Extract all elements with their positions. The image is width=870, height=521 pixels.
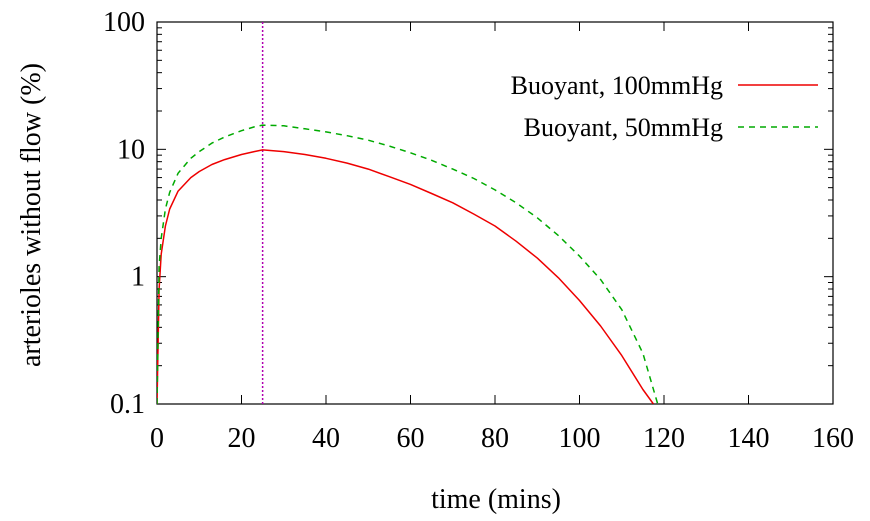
y-tick-label: 100 <box>103 7 145 38</box>
series-line <box>157 124 659 404</box>
series-layer <box>157 124 659 404</box>
y-tick-label: 1 <box>131 262 145 293</box>
x-tick-label: 100 <box>559 423 601 454</box>
x-tick-label: 160 <box>812 423 854 454</box>
tick-marks <box>156 21 834 405</box>
series-line <box>157 149 655 404</box>
y-tick-labels: 0.1 1 10 100 <box>103 7 145 420</box>
y-tick-label: 10 <box>117 134 145 165</box>
plot-border <box>156 21 834 405</box>
x-tick-label: 60 <box>397 423 425 454</box>
x-axis-label: time (mins) <box>431 484 561 515</box>
x-tick-label: 0 <box>150 423 164 454</box>
y-tick-label: 0.1 <box>110 389 145 420</box>
x-tick-label: 40 <box>312 423 340 454</box>
y-axis-label: arterioles without flow (%) <box>16 63 47 367</box>
legend: Buoyant, 100mmHg Buoyant, 50mmHg <box>511 71 818 142</box>
legend-label: Buoyant, 100mmHg <box>511 71 723 100</box>
x-tick-label: 140 <box>728 423 770 454</box>
legend-label: Buoyant, 50mmHg <box>524 113 723 142</box>
x-tick-label: 20 <box>228 423 256 454</box>
x-tick-label: 80 <box>481 423 509 454</box>
x-tick-label: 120 <box>643 423 685 454</box>
x-tick-labels: 0 20 40 60 80 100 120 140 160 <box>150 423 854 454</box>
plot-frame <box>156 21 834 405</box>
